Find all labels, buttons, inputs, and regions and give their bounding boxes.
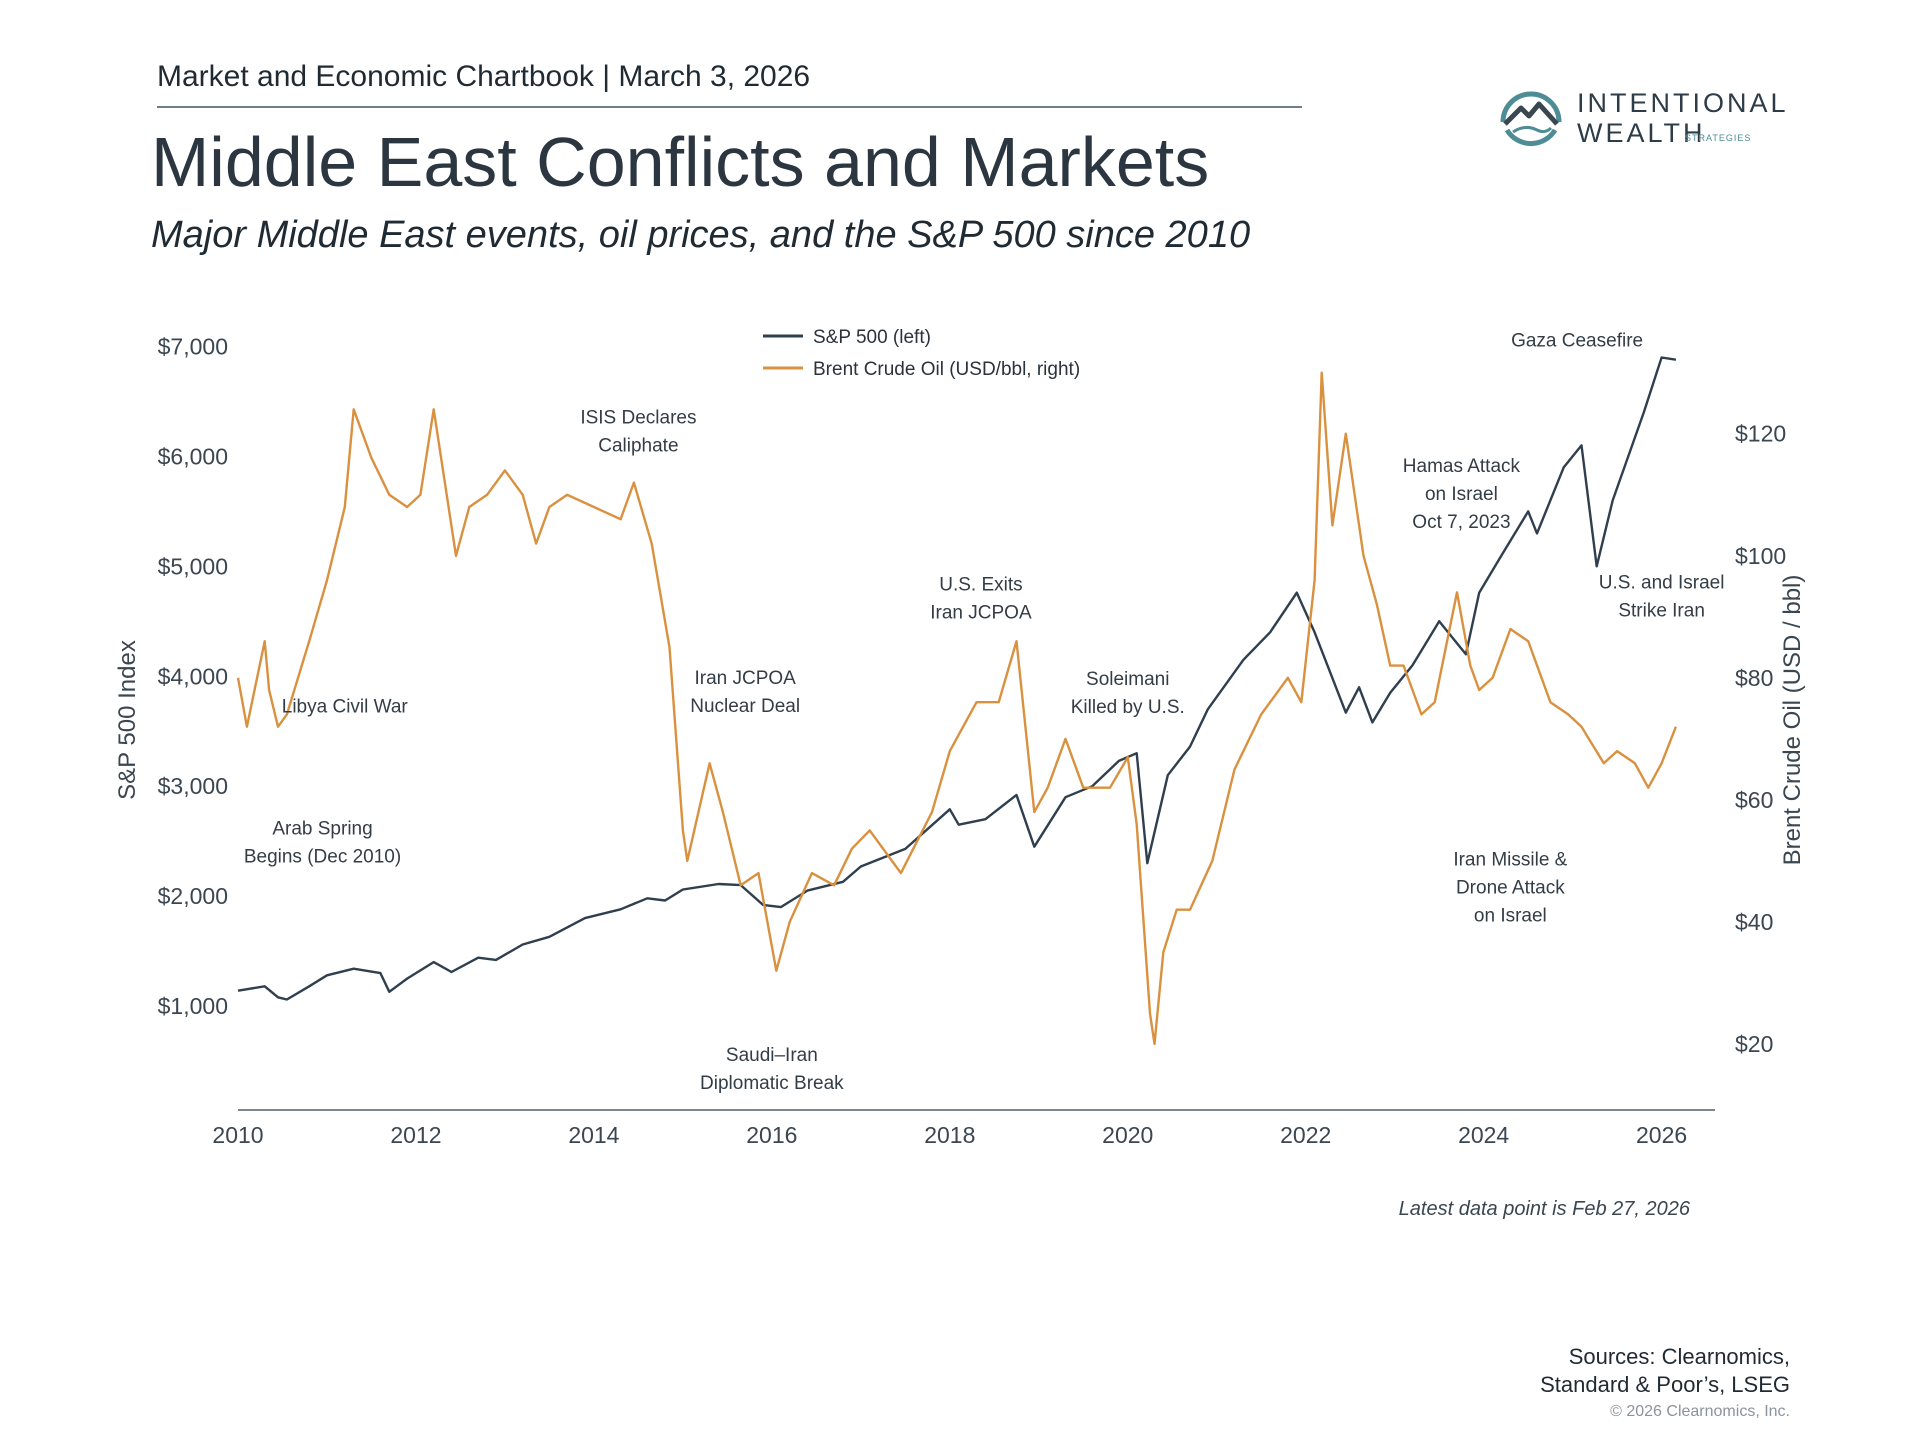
annotation-7-line-2: Oct 7, 2023 [1412, 512, 1510, 533]
annotation-4-line-1: Diplomatic Break [700, 1073, 844, 1094]
annotation-2-line-0: ISIS Declares [580, 407, 696, 428]
annotation-6-line-0: Soleimani [1086, 669, 1169, 690]
series-line-brent-oil [236, 371, 1678, 1046]
annotation-8-line-0: Iran Missile & [1453, 849, 1567, 870]
header-divider [157, 106, 1302, 108]
logo-line-3: STRATEGIES [1685, 133, 1752, 143]
right-tick-label-0: $20 [1735, 1031, 1773, 1057]
sources: Sources: Clearnomics, Standard & Poor’s,… [1540, 1343, 1790, 1399]
chartbook-header: Market and Economic Chartbook | March 3,… [157, 60, 811, 93]
logo-line-1: INTENTIONAL [1577, 88, 1789, 118]
right-tick-label-4: $100 [1735, 543, 1786, 569]
sources-line-1: Sources: Clearnomics, [1568, 1344, 1790, 1369]
x-tick-label-2022: 2022 [1280, 1122, 1331, 1148]
annotation-0-line-0: Arab Spring [272, 819, 372, 840]
page-subtitle: Major Middle East events, oil prices, an… [151, 214, 1251, 256]
annotation-3-line-1: Nuclear Deal [690, 696, 800, 717]
left-axis-title: S&P 500 Index [114, 640, 141, 800]
right-tick-label-3: $80 [1735, 665, 1773, 691]
annotation-3-line-0: Iran JCPOA [694, 668, 796, 689]
left-tick-label-3: $4,000 [158, 663, 228, 689]
x-tick-label-2026: 2026 [1636, 1122, 1687, 1148]
left-tick-label-0: $1,000 [158, 993, 228, 1019]
left-tick-label-4: $5,000 [158, 553, 228, 579]
annotation-1-line-0: Libya Civil War [282, 697, 409, 718]
legend-label-0: S&P 500 (left) [813, 327, 931, 348]
legend-label-1: Brent Crude Oil (USD/bbl, right) [813, 359, 1080, 380]
x-tick-label-2012: 2012 [390, 1122, 441, 1148]
annotation-4-line-0: Saudi–Iran [726, 1045, 818, 1066]
annotation-0-line-1: Begins (Dec 2010) [244, 847, 401, 868]
right-tick-label-1: $40 [1735, 909, 1773, 935]
annotation-8-line-1: Drone Attack [1456, 877, 1565, 898]
copyright: © 2026 Clearnomics, Inc. [1610, 1403, 1790, 1420]
brand-logo: INTENTIONAL WEALTH STRATEGIES [1495, 80, 1786, 160]
x-tick-label-2018: 2018 [924, 1122, 975, 1148]
annotation-5-line-0: U.S. Exits [939, 575, 1022, 596]
annotation-2-line-1: Caliphate [598, 435, 678, 456]
annotation-6-line-1: Killed by U.S. [1071, 697, 1185, 718]
right-tick-label-5: $120 [1735, 421, 1786, 447]
left-tick-label-2: $3,000 [158, 773, 228, 799]
footnote: Latest data point is Feb 27, 2026 [1398, 1198, 1690, 1220]
x-tick-label-2016: 2016 [746, 1122, 797, 1148]
right-tick-label-2: $60 [1735, 787, 1773, 813]
left-tick-label-5: $6,000 [158, 443, 228, 469]
annotation-10-line-1: Strike Iran [1618, 600, 1705, 621]
x-tick-label-2024: 2024 [1458, 1122, 1509, 1148]
annotation-9-line-0: Gaza Ceasefire [1511, 330, 1643, 351]
series-line-sp500 [237, 356, 1677, 1001]
annotation-8-line-2: on Israel [1474, 905, 1547, 926]
annotation-7-line-0: Hamas Attack [1403, 456, 1521, 477]
right-axis-title: Brent Crude Oil (USD / bbl) [1779, 575, 1806, 866]
page-title: Middle East Conflicts and Markets [151, 123, 1210, 201]
sources-line-2: Standard & Poor’s, LSEG [1540, 1372, 1790, 1397]
x-tick-label-2020: 2020 [1102, 1122, 1153, 1148]
annotation-7-line-1: on Israel [1425, 484, 1498, 505]
x-tick-label-2010: 2010 [212, 1122, 263, 1148]
left-tick-label-1: $2,000 [158, 883, 228, 909]
mountain-circle-logo-icon [1500, 91, 1562, 147]
chart: 2010 2012 2014 2016 2018 2020 2022 2024 2026 $1,0… [114, 327, 1806, 1148]
logo-line-2: WEALTH [1577, 118, 1706, 148]
left-tick-label-6: $7,000 [158, 333, 228, 359]
annotation-10-line-0: U.S. and Israel [1599, 572, 1725, 593]
x-tick-label-2014: 2014 [568, 1122, 619, 1148]
annotation-5-line-1: Iran JCPOA [930, 603, 1032, 624]
